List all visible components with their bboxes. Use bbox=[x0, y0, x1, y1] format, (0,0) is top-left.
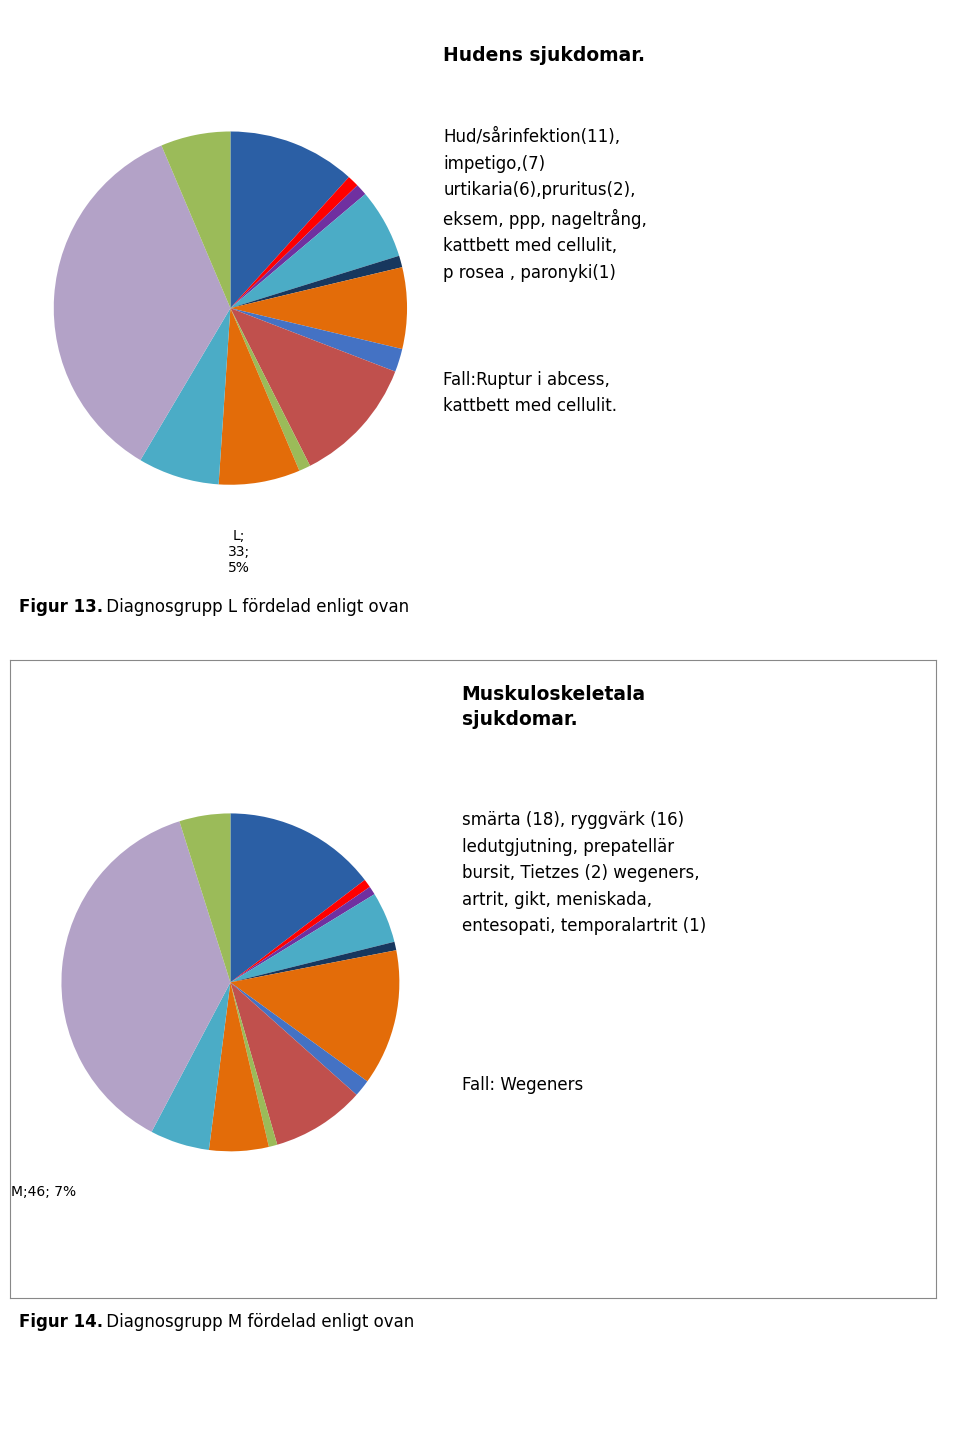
Wedge shape bbox=[152, 983, 230, 1150]
Wedge shape bbox=[230, 177, 357, 309]
Text: M;46; 7%: M;46; 7% bbox=[11, 1185, 76, 1199]
Wedge shape bbox=[230, 309, 396, 465]
Text: Hud/sårinfektion(11),
impetigo,(7)
urtikaria(6),pruritus(2),
eksem, ppp, nageltr: Hud/sårinfektion(11), impetigo,(7) urtik… bbox=[444, 128, 647, 281]
Wedge shape bbox=[230, 813, 365, 983]
Wedge shape bbox=[230, 186, 366, 309]
Wedge shape bbox=[230, 983, 277, 1147]
Text: Hudens sjukdomar.: Hudens sjukdomar. bbox=[444, 45, 645, 65]
Wedge shape bbox=[230, 880, 370, 983]
Text: L;
33;
5%: L; 33; 5% bbox=[228, 529, 251, 576]
Text: Diagnosgrupp M fördelad enligt ovan: Diagnosgrupp M fördelad enligt ovan bbox=[101, 1312, 414, 1331]
Wedge shape bbox=[161, 132, 230, 309]
Text: Fall: Wegeners: Fall: Wegeners bbox=[462, 1076, 583, 1095]
Wedge shape bbox=[230, 895, 395, 983]
Wedge shape bbox=[230, 267, 407, 349]
Wedge shape bbox=[230, 194, 399, 309]
Text: Diagnosgrupp L fördelad enligt ovan: Diagnosgrupp L fördelad enligt ovan bbox=[101, 597, 409, 616]
Wedge shape bbox=[230, 255, 402, 309]
Text: smärta (18), ryggvärk (16)
ledutgjutning, prepatellär
bursit, Tietzes (2) wegene: smärta (18), ryggvärk (16) ledutgjutning… bbox=[462, 812, 706, 935]
Wedge shape bbox=[230, 983, 356, 1144]
Wedge shape bbox=[230, 887, 374, 983]
Wedge shape bbox=[230, 942, 396, 983]
Wedge shape bbox=[230, 983, 368, 1095]
Wedge shape bbox=[230, 950, 399, 1082]
Text: Muskuloskeletala
sjukdomar.: Muskuloskeletala sjukdomar. bbox=[462, 684, 646, 729]
Text: Figur 13.: Figur 13. bbox=[19, 597, 104, 616]
Wedge shape bbox=[61, 821, 230, 1132]
Wedge shape bbox=[230, 309, 402, 371]
Text: Figur 14.: Figur 14. bbox=[19, 1312, 104, 1331]
Wedge shape bbox=[219, 309, 300, 484]
Wedge shape bbox=[230, 132, 348, 309]
Wedge shape bbox=[140, 309, 230, 484]
Wedge shape bbox=[54, 145, 230, 460]
Wedge shape bbox=[180, 813, 230, 983]
Wedge shape bbox=[209, 983, 269, 1151]
Text: Fall:Ruptur i abcess,
kattbett med cellulit.: Fall:Ruptur i abcess, kattbett med cellu… bbox=[444, 371, 617, 415]
Wedge shape bbox=[230, 309, 310, 471]
